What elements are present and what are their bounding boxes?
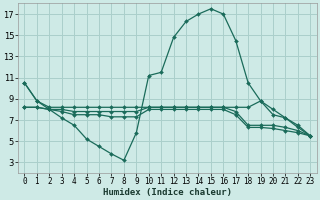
X-axis label: Humidex (Indice chaleur): Humidex (Indice chaleur) [103,188,232,197]
